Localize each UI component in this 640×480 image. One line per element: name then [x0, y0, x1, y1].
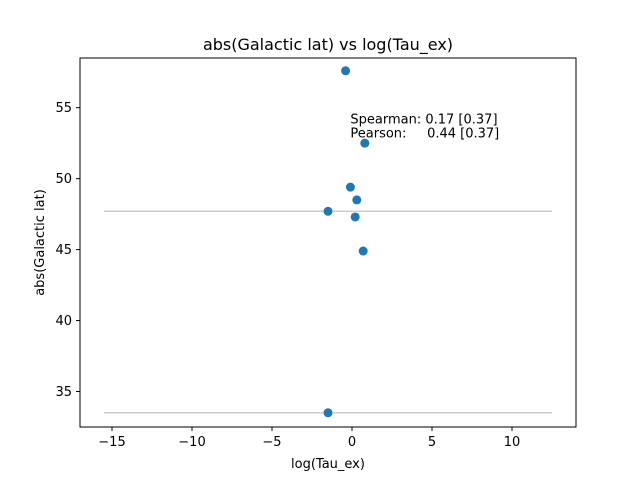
y-tick-label-2: 45 [55, 243, 72, 258]
data-point-0 [341, 66, 351, 76]
x-tick-label-3: 0 [348, 435, 356, 450]
y-tick-label-3: 50 [55, 172, 72, 187]
y-axis-label: abs(Galactic lat) [33, 189, 48, 296]
data-point-2 [345, 182, 355, 192]
data-point-6 [358, 246, 368, 256]
correlation-annotation-0: Spearman: 0.17 [0.37] [350, 112, 497, 127]
data-point-5 [350, 212, 360, 222]
y-tick-label-0: 35 [55, 385, 72, 400]
x-tick-label-0: −15 [98, 435, 125, 450]
plot-frame [79, 57, 577, 428]
x-tick-label-5: 10 [504, 435, 521, 450]
x-tick-label-1: −10 [178, 435, 205, 450]
data-point-3 [352, 195, 362, 205]
y-tick-label-4: 55 [55, 101, 72, 116]
axis-ticks: −15 −10 −5 0 5 10 35 40 45 50 55 [55, 101, 520, 450]
chart-title: abs(Galactic lat) vs log(Tau_ex) [203, 35, 453, 55]
data-point-1 [360, 138, 370, 148]
x-axis-label: log(Tau_ex) [291, 457, 365, 472]
x-tick-label-2: −5 [262, 435, 281, 450]
correlation-annotation-1: Pearson: 0.44 [0.37] [350, 126, 499, 141]
y-tick-label-1: 40 [55, 314, 72, 329]
data-point-4 [323, 206, 333, 216]
plot-area: Spearman: 0.17 [0.37]Pearson: 0.44 [0.37… [104, 66, 552, 418]
data-point-7 [323, 408, 333, 418]
x-tick-label-4: 5 [428, 435, 436, 450]
